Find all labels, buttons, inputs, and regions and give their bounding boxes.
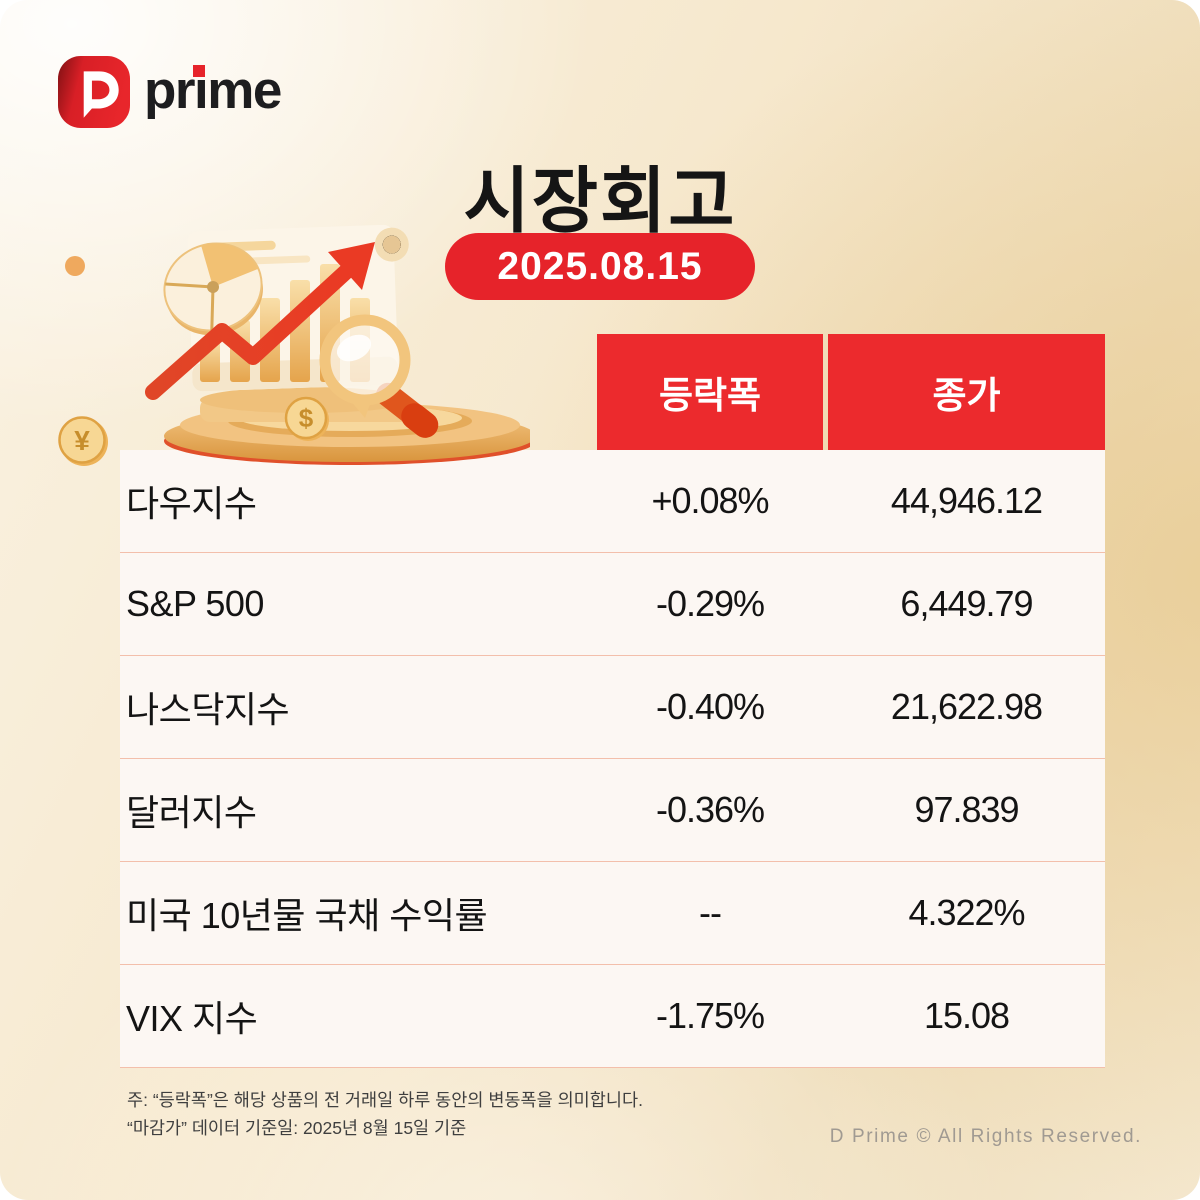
row-close: 6,449.79	[900, 583, 1033, 624]
svg-text:¥: ¥	[74, 425, 90, 456]
floating-dot	[65, 256, 85, 276]
table-row-dollar-index: 달러지수 -0.36% 97.839	[120, 759, 1105, 862]
column-header-change: 등락폭	[597, 334, 823, 450]
row-label: 달러지수	[126, 792, 257, 833]
table-row-nasdaq: 나스닥지수 -0.40% 21,622.98	[120, 656, 1105, 759]
row-close: 21,622.98	[890, 686, 1043, 727]
row-label: 다우지수	[126, 483, 257, 524]
row-label: S&P 500	[126, 583, 264, 624]
row-change: -0.29%	[655, 583, 765, 624]
row-close: 97.839	[914, 789, 1019, 830]
row-label: 미국 10년물 국채 수익률	[126, 895, 488, 936]
row-change: -1.75%	[655, 995, 765, 1036]
pie-chart	[163, 242, 263, 336]
column-header-close: 종가	[828, 334, 1105, 450]
brand-wordmark: prime	[144, 61, 282, 120]
footnote-line2: “마감가” 데이터 기준일: 2025년 8월 15일 기준	[127, 1118, 467, 1139]
d-prime-logo-icon	[58, 56, 130, 128]
row-change: --	[699, 892, 722, 933]
row-close: 15.08	[923, 995, 1010, 1036]
table-row-sp500: S&P 500 -0.29% 6,449.79	[120, 553, 1105, 656]
footnotes: 주: “등락폭”은 해당 상품의 전 거래일 하루 동안의 변동폭을 의미합니다…	[127, 1086, 643, 1143]
magnifier-icon	[319, 314, 439, 438]
yen-coin-icon: ¥	[58, 416, 108, 466]
table-row-us10y: 미국 10년물 국채 수익률 -- 4.322%	[120, 862, 1105, 965]
svg-text:$: $	[299, 403, 314, 433]
dollar-coin-icon: $	[284, 396, 329, 441]
row-close: 44,946.12	[890, 480, 1043, 521]
row-label: 나스닥지수	[126, 689, 290, 730]
page-title: 시장회고	[463, 162, 737, 242]
row-change: -0.36%	[655, 789, 765, 830]
date-badge: 2025.08.15	[445, 233, 755, 300]
row-label: VIX 지수	[126, 998, 258, 1039]
rising-arrow	[145, 242, 375, 400]
row-change: -0.40%	[655, 686, 765, 727]
market-table: 다우지수 +0.08% 44,946.12 S&P 500 -0.29% 6,4…	[120, 450, 1105, 1068]
table-row-dow: 다우지수 +0.08% 44,946.12	[120, 450, 1105, 553]
brand-logo: prime	[58, 56, 282, 128]
row-change: +0.08%	[651, 480, 769, 521]
copyright-text: D Prime © All Rights Reserved.	[829, 1126, 1142, 1147]
table-row-vix: VIX 지수 -1.75% 15.08	[120, 965, 1105, 1068]
market-growth-illustration-icon: $ ¥	[58, 224, 530, 466]
footnote-line1: 주: “등락폭”은 해당 상품의 전 거래일 하루 동안의 변동폭을 의미합니다…	[127, 1090, 643, 1110]
row-close: 4.322%	[908, 892, 1025, 933]
